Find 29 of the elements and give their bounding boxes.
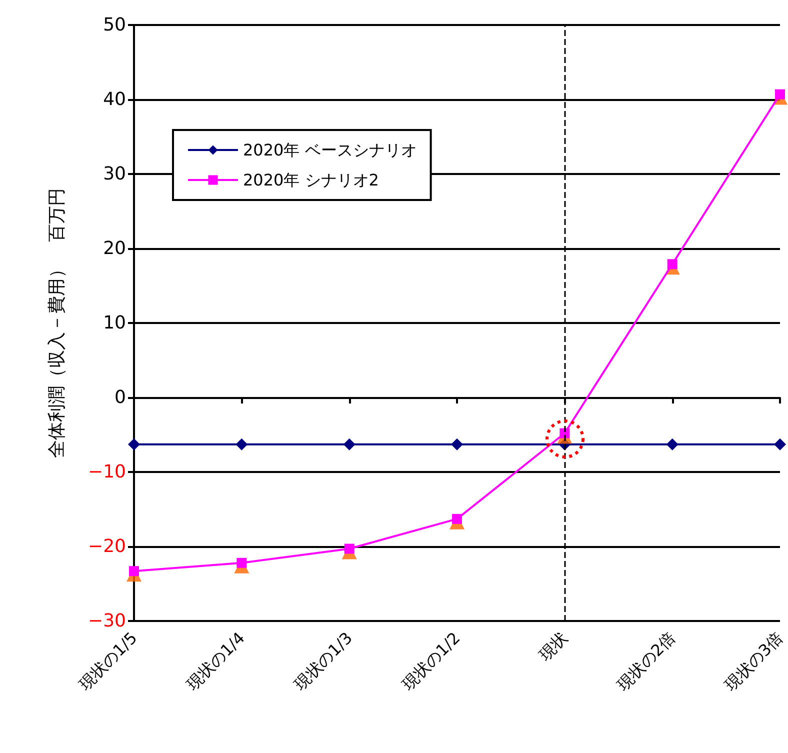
point [236,558,247,568]
x-tick-label: 現状の2倍 [613,628,680,694]
point [128,438,140,450]
y-tick-label: 0 [114,387,126,408]
point [666,438,678,450]
point [451,438,463,450]
y-tick-label: −10 [88,462,126,482]
point [343,438,356,450]
point [775,89,785,100]
x-tick-label: 現状の1/4 [182,628,248,694]
legend-label: 2020年 シナリオ2 [243,170,379,190]
point [344,544,354,554]
y-tick-label: 10 [103,312,126,334]
x-tick-label: 現状の1/3 [290,628,356,694]
x-tick-label: 現状の1/2 [398,628,464,694]
point [129,566,139,576]
y-tick-label: 50 [103,14,126,36]
point [452,514,462,524]
x-tick-label: 現状 [535,628,572,664]
legend-label: 2020年 ベースシナリオ [243,140,417,160]
point [236,438,248,450]
point [774,438,786,450]
point [667,259,678,270]
y-tick-label: 40 [103,89,126,110]
y-axis-title: 全体利潤（収入－費用） 百万円 [46,188,68,458]
y-tick-label: 20 [103,238,126,259]
y-tick-label: 30 [103,164,126,184]
x-tick-label: 現状の3倍 [720,628,787,694]
y-tick-label: −20 [88,536,126,557]
